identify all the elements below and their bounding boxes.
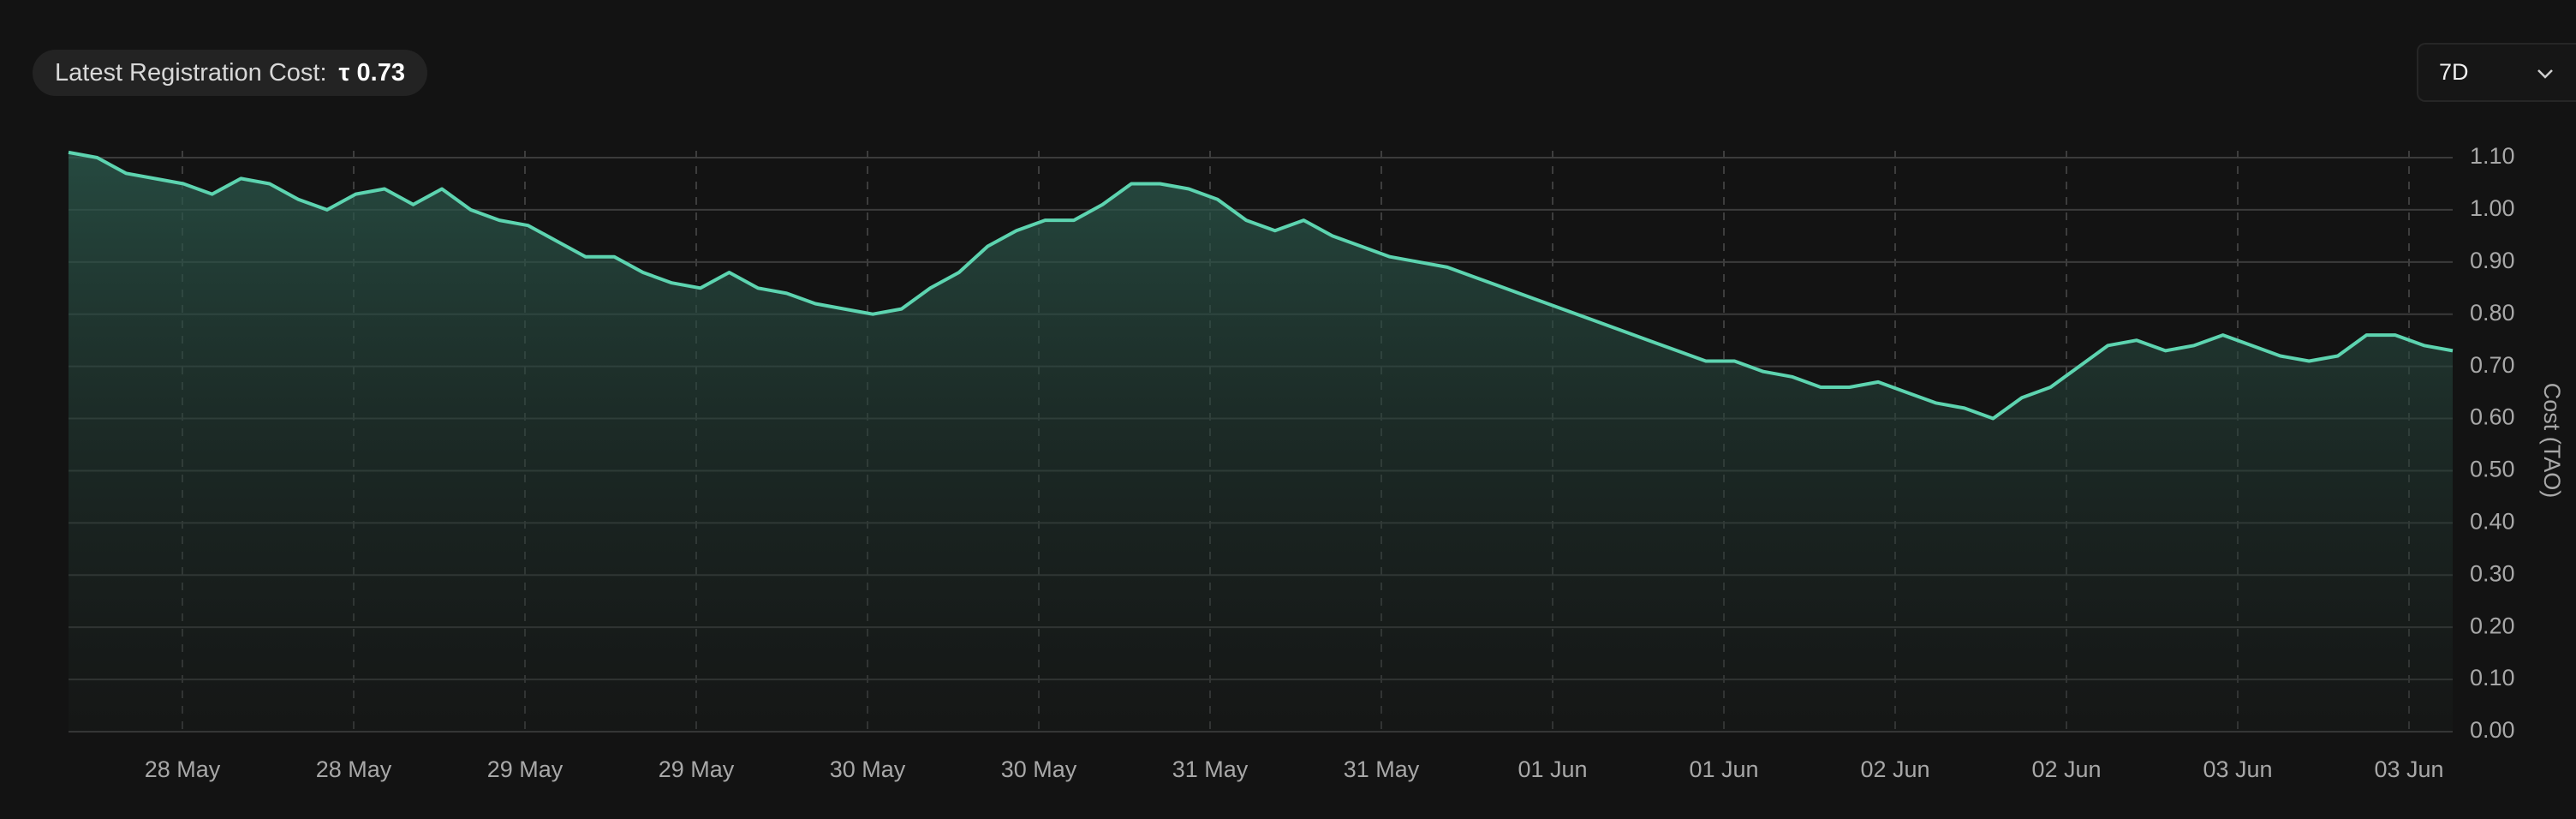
y-tick-label: 0.10 <box>2470 665 2515 690</box>
y-tick-label: 0.80 <box>2470 300 2515 326</box>
x-tick-label: 03 Jun <box>2374 756 2443 782</box>
x-tick-label: 02 Jun <box>1860 756 1929 782</box>
x-tick-label: 29 May <box>659 756 735 782</box>
line <box>68 150 2454 421</box>
cost-value: τ 0.73 <box>338 58 405 87</box>
x-tick-label: 03 Jun <box>2203 756 2272 782</box>
x-tick-label: 29 May <box>487 756 564 782</box>
x-tick-label: 28 May <box>145 756 221 782</box>
x-tick-label: 31 May <box>1172 756 1249 782</box>
x-tick-label: 02 Jun <box>2031 756 2101 782</box>
x-tick-label: 30 May <box>1001 756 1077 782</box>
y-tick-label: 1.00 <box>2470 195 2515 221</box>
y-tick-label: 0.90 <box>2470 248 2515 273</box>
x-tick-label: 01 Jun <box>1518 756 1587 782</box>
y-tick-label: 0.20 <box>2470 613 2515 638</box>
y-tick-label: 1.10 <box>2470 143 2515 169</box>
y-tick-label: 0.00 <box>2470 717 2515 743</box>
x-tick-label: 31 May <box>1344 756 1420 782</box>
y-tick-label: 0.60 <box>2470 404 2515 430</box>
range-selector[interactable]: 7D <box>2417 43 2576 102</box>
cost-label: Latest Registration Cost: <box>55 58 327 87</box>
range-value: 7D <box>2439 59 2469 85</box>
x-tick-label: 28 May <box>316 756 392 782</box>
x-tick-label: 01 Jun <box>1689 756 1758 782</box>
x-tick-label: 30 May <box>830 756 906 782</box>
y-tick-label: 0.50 <box>2470 457 2515 482</box>
y-tick-label: 0.70 <box>2470 352 2515 378</box>
area <box>69 152 2453 732</box>
y-axis-title: Cost (TAO) <box>2539 383 2565 499</box>
y-tick-label: 0.30 <box>2470 560 2515 586</box>
y-tick-label: 0.40 <box>2470 508 2515 534</box>
chevron-icon <box>2537 69 2553 79</box>
registration-cost-badge: Latest Registration Cost: τ 0.73 <box>33 50 427 96</box>
